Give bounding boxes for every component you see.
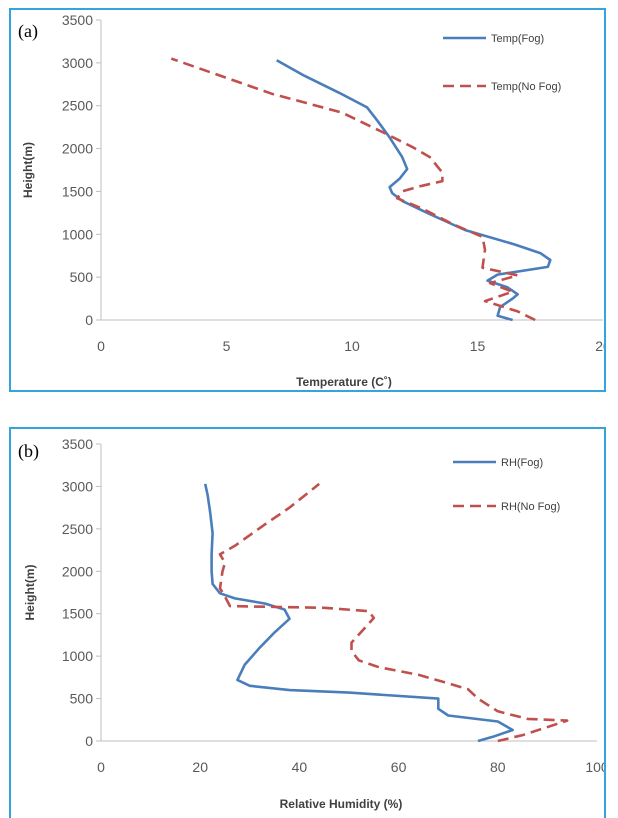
x-tick-label: 20 — [192, 759, 208, 775]
y-tick-label: 1000 — [62, 226, 93, 242]
y-tick-label: 2000 — [62, 563, 93, 579]
x-axis-title: Temperature (C˚) — [296, 375, 392, 389]
y-tick-label: 3500 — [62, 436, 93, 452]
x-tick-label: 10 — [344, 338, 360, 354]
y-tick-label: 1000 — [62, 648, 93, 664]
y-tick-label: 3000 — [62, 55, 93, 71]
y-tick-label: 0 — [85, 312, 93, 328]
y-tick-label: 500 — [70, 691, 94, 707]
x-tick-label: 100 — [585, 759, 604, 775]
y-tick-label: 3500 — [62, 12, 93, 28]
y-tick-label: 2500 — [62, 98, 93, 114]
y-axis-title: Height(m) — [21, 142, 35, 198]
series-line-fog — [276, 59, 552, 322]
x-tick-label: 5 — [223, 338, 231, 354]
y-tick-label: 1500 — [62, 606, 93, 622]
x-tick-label: 40 — [292, 759, 308, 775]
chart-panel-a: 0 500 1000 1500 2000 2500 3000 3500 0 5 10 15 20 Temp… — [9, 8, 606, 392]
legend-label: Temp(No Fog) — [491, 81, 561, 93]
legend-label: Temp(Fog) — [491, 33, 544, 45]
x-tick-label: 80 — [490, 759, 506, 775]
chart-panel-b: 0 500 1000 1500 2000 2500 3000 3500 0 20 40 60 80 100… — [9, 427, 606, 818]
series-line-no-fog — [170, 57, 536, 322]
series-line-fog — [203, 483, 515, 743]
series-line-no-fog — [218, 482, 569, 743]
chart-b-svg: 0 500 1000 1500 2000 2500 3000 3500 0 20 40 60 80 100… — [18, 436, 604, 811]
legend-label: RH(Fog) — [501, 457, 543, 469]
y-tick-label: 0 — [85, 733, 93, 749]
x-tick-label: 60 — [391, 759, 407, 775]
x-tick-label: 15 — [470, 338, 486, 354]
chart-a-svg: 0 500 1000 1500 2000 2500 3000 3500 0 5 10 15 20 Temp… — [18, 12, 604, 389]
y-tick-label: 1500 — [62, 183, 93, 199]
y-axis-title: Height(m) — [23, 565, 37, 621]
x-axis-title: Relative Humidity (%) — [280, 797, 403, 811]
y-tick-label: 3000 — [62, 478, 93, 494]
y-tick-label: 2000 — [62, 141, 93, 157]
x-tick-label: 0 — [97, 338, 105, 354]
legend-label: RH(No Fog) — [501, 501, 560, 513]
panel-label: (b) — [18, 441, 39, 462]
y-tick-label: 2500 — [62, 521, 93, 537]
x-tick-label: 20 — [595, 338, 604, 354]
x-tick-label: 0 — [97, 759, 105, 775]
panel-label: (a) — [18, 21, 38, 42]
y-tick-label: 500 — [70, 269, 94, 285]
